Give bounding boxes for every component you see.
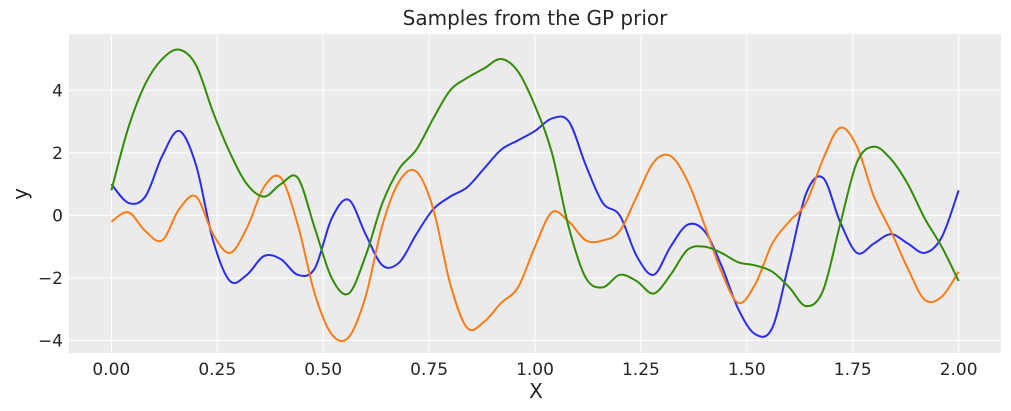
series-line-3: [110, 48, 960, 308]
x-axis-ticks: 0.00 0.25 0.50 0.75 1.00 1.25 1.50 1.75 2.00: [92, 360, 977, 380]
x-tick-label: 2.00: [940, 360, 978, 380]
y-tick-label: 0: [52, 206, 63, 226]
y-tick-label: −4: [38, 331, 63, 351]
grid-lines: [69, 34, 1001, 353]
y-tick-label: 2: [52, 144, 63, 164]
x-tick-label: 1.00: [516, 360, 554, 380]
y-tick-label: 4: [52, 81, 63, 101]
x-tick-label: 0.00: [92, 360, 130, 380]
x-tick-label: 1.25: [622, 360, 660, 380]
y-axis-ticks: −4 −2 0 2 4: [38, 81, 63, 351]
x-axis-label: X: [529, 379, 543, 403]
y-axis-label: y: [8, 188, 32, 200]
chart-title: Samples from the GP prior: [403, 6, 668, 30]
y-tick-label: −2: [38, 269, 63, 289]
series-lines: [110, 48, 960, 343]
x-tick-label: 0.50: [304, 360, 342, 380]
series-line-2: [110, 126, 960, 343]
x-tick-label: 0.25: [198, 360, 236, 380]
x-tick-label: 1.75: [834, 360, 872, 380]
x-tick-label: 0.75: [410, 360, 448, 380]
x-tick-label: 1.50: [728, 360, 766, 380]
